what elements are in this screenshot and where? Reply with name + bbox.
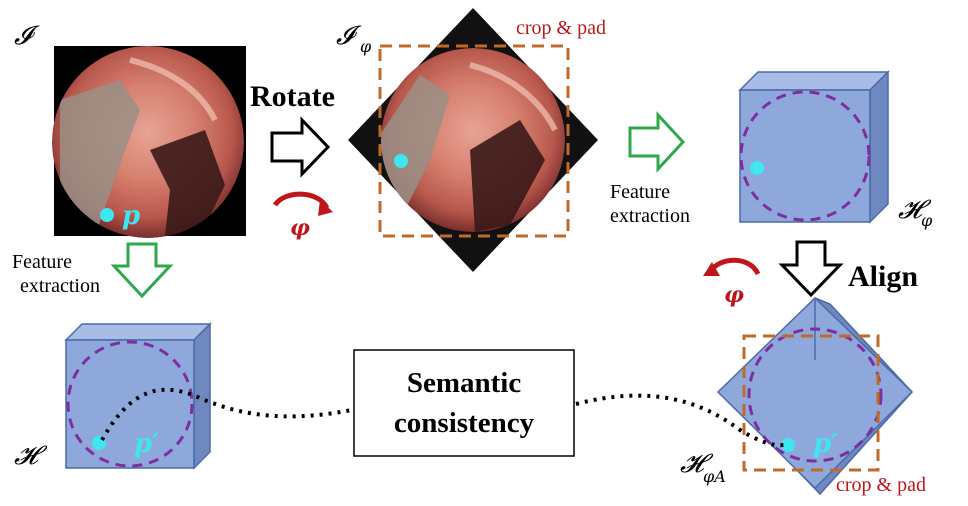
image-Iphi-sub: φ xyxy=(360,37,372,56)
rotated-image: crop & pad 𝓘 φ xyxy=(336,8,606,272)
Hphi-sub: φ xyxy=(921,211,933,230)
original-image: p 𝓘 xyxy=(14,21,246,238)
crop-pad-label-top: crop & pad xyxy=(516,17,606,39)
semantic-consistency-box xyxy=(353,349,575,457)
point-p-prime-right xyxy=(781,438,795,452)
align-label: Align xyxy=(848,260,918,293)
feature-extraction-mid-line2: extraction xyxy=(610,205,690,227)
semantic-consistency: Semantic consistency xyxy=(100,349,785,457)
feature-cube-H: p′ 𝓗 xyxy=(14,322,212,471)
align-step: Align φ xyxy=(703,240,918,308)
phi-align-label: φ xyxy=(724,282,744,308)
feature-extraction-mid: Feature extraction xyxy=(610,111,690,227)
feature-cube-Hphi: 𝓗 φ xyxy=(738,70,933,230)
dotted-link-left xyxy=(100,387,353,441)
feature-cube-HphiA: p′ crop & pad 𝓗 φA xyxy=(680,296,926,496)
down-arrow-icon xyxy=(778,240,844,298)
image-Iphi-symbol: 𝓘 xyxy=(336,21,362,51)
point-p-prime-left-label: p′ xyxy=(134,429,159,459)
crop-pad-box-bottom xyxy=(742,334,880,472)
H-symbol: 𝓗 xyxy=(14,441,48,471)
green-down-arrow-icon xyxy=(110,242,174,299)
semantic-line2: consistency xyxy=(394,407,535,439)
right-arrow-icon xyxy=(270,116,331,178)
point-p xyxy=(100,208,114,222)
feature-extraction-left-line2: extraction xyxy=(20,275,100,297)
point-p-label: p xyxy=(122,201,140,231)
rotate-label: Rotate xyxy=(250,80,335,113)
image-I-symbol: 𝓘 xyxy=(14,21,40,51)
point-p-prime-right-label: p′ xyxy=(813,429,838,459)
rotate-arrow-icon xyxy=(272,191,330,210)
phi-rotate-label: φ xyxy=(290,215,310,241)
point-p-rotated xyxy=(394,154,408,168)
rotate-step: Rotate φ xyxy=(250,80,335,241)
point-p-Hphi xyxy=(750,161,764,175)
crop-pad-label-bottom: crop & pad xyxy=(836,474,926,496)
feature-extraction-mid-line1: Feature xyxy=(610,181,670,203)
feature-extraction-left-line1: Feature xyxy=(12,251,72,273)
green-right-arrow-icon xyxy=(628,111,686,173)
feature-extraction-left: Feature extraction xyxy=(12,242,174,299)
semantic-line1: Semantic xyxy=(407,367,522,399)
HphiA-sub: φA xyxy=(703,467,726,486)
